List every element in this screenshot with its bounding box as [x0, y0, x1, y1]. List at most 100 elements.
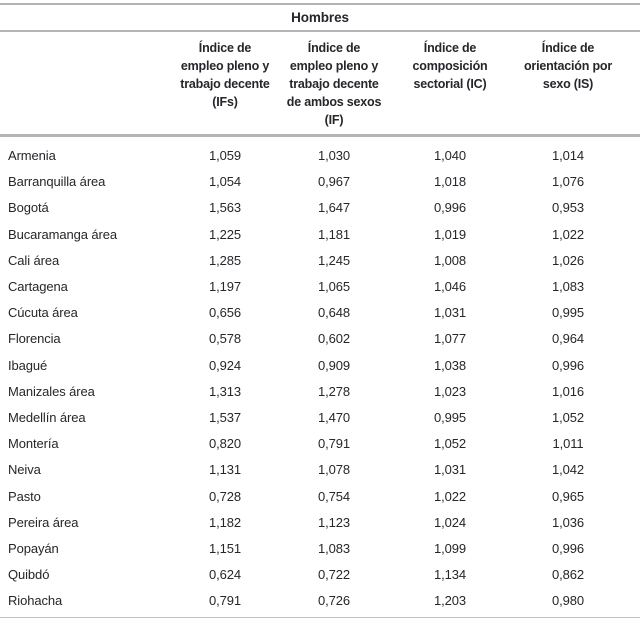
cell-value-ifs: 0,820: [208, 436, 242, 452]
row-label-city: Pereira área: [8, 514, 79, 530]
cell-value-if: 0,967: [317, 174, 351, 190]
row-label-city: Neiva: [8, 462, 41, 478]
cell-value-ic: 1,038: [433, 357, 467, 373]
row-label-city: Bucaramanga área: [8, 226, 117, 242]
cell-value-is: 1,014: [551, 148, 585, 164]
row-label-city: Popayán: [8, 540, 59, 556]
cell-value-if: 1,030: [317, 148, 351, 164]
cell-value-ic: 1,022: [433, 488, 467, 504]
row-label-city: Manizales área: [8, 383, 95, 399]
column-header-ifs: Índice de empleo pleno y trabajo decente…: [172, 32, 278, 137]
cell-value-ifs: 1,313: [208, 383, 242, 399]
row-label-city: Riohacha: [8, 593, 63, 609]
table-header: Índice de empleo pleno y trabajo decente…: [0, 32, 640, 137]
cell-value-if: 1,470: [317, 409, 351, 425]
cell-value-ifs: 1,054: [208, 174, 242, 190]
cell-value-ifs: 1,131: [208, 462, 242, 478]
cell-value-is: 1,022: [551, 226, 585, 242]
row-label-city: Quibdó: [8, 567, 50, 583]
cell-value-ic: 1,024: [433, 514, 467, 530]
table-row: Medellín área 1,537 1,470 0,995 1,052: [0, 404, 640, 430]
cell-value-ifs: 1,182: [208, 514, 242, 530]
table-row: Florencia 0,578 0,602 1,077 0,964: [0, 326, 640, 352]
cell-value-is: 0,996: [551, 357, 585, 373]
top-rule: [0, 3, 640, 5]
row-label-city: Montería: [8, 436, 59, 452]
table-header-row: Índice de empleo pleno y trabajo decente…: [0, 32, 640, 137]
cell-value-ifs: 1,197: [208, 279, 242, 295]
table-row: Montería 0,820 0,791 1,052 1,011: [0, 431, 640, 457]
table-row: Bogotá 1,563 1,647 0,996 0,953: [0, 195, 640, 221]
table-row: Barranquilla área 1,054 0,967 1,018 1,07…: [0, 169, 640, 195]
table-row: Manizales área 1,313 1,278 1,023 1,016: [0, 378, 640, 404]
cell-value-is: 0,862: [551, 567, 585, 583]
cell-value-if: 1,181: [317, 226, 351, 242]
cell-value-is: 0,995: [551, 305, 585, 321]
cell-value-is: 1,011: [552, 436, 584, 452]
cell-value-if: 0,602: [317, 331, 351, 347]
cell-value-is: 1,016: [551, 383, 585, 399]
table-row: Cali área 1,285 1,245 1,008 1,026: [0, 247, 640, 273]
cell-value-ifs: 1,563: [208, 200, 242, 216]
table-row: Pasto 0,728 0,754 1,022 0,965: [0, 483, 640, 509]
cell-value-ic: 1,099: [433, 540, 467, 556]
cell-value-is: 1,076: [551, 174, 585, 190]
table-row: Ibagué 0,924 0,909 1,038 0,996: [0, 352, 640, 378]
group-header-rule: [0, 30, 640, 32]
cell-value-ic: 0,995: [433, 409, 467, 425]
cell-value-if: 1,078: [317, 462, 351, 478]
cell-value-if: 0,754: [317, 488, 351, 504]
row-label-city: Cali área: [8, 252, 60, 268]
cell-value-ic: 0,996: [433, 200, 467, 216]
cell-value-ifs: 1,059: [208, 148, 242, 164]
cell-value-if: 0,648: [317, 305, 351, 321]
cell-value-if: 1,083: [317, 540, 351, 556]
cell-value-ic: 1,134: [433, 567, 467, 583]
table-row: Pereira área 1,182 1,123 1,024 1,036: [0, 509, 640, 535]
cell-value-ifs: 0,728: [208, 488, 242, 504]
cell-value-ifs: 1,537: [208, 409, 242, 425]
row-label-city: Medellín área: [8, 409, 86, 425]
column-header-is: Índice de orientación por sexo (IS): [510, 32, 640, 137]
table-group-header: Hombres: [291, 10, 349, 25]
table-row: Armenia 1,059 1,030 1,040 1,014: [0, 143, 640, 169]
cell-value-if: 0,722: [317, 567, 351, 583]
cell-value-ic: 1,008: [433, 252, 467, 268]
cell-value-ic: 1,031: [433, 462, 467, 478]
table-row: Quibdó 0,624 0,722 1,134 0,862: [0, 562, 640, 588]
row-label-city: Cúcuta área: [8, 305, 78, 321]
cell-value-if: 1,123: [317, 514, 351, 530]
cell-value-ic: 1,019: [433, 226, 467, 242]
table-row: Neiva 1,131 1,078 1,031 1,042: [0, 457, 640, 483]
table-row: Cúcuta área 0,656 0,648 1,031 0,995: [0, 300, 640, 326]
cell-value-is: 1,083: [551, 279, 585, 295]
bottom-rule: [0, 617, 640, 618]
column-header-ic: Índice de composición sectorial (IC): [390, 32, 510, 137]
cell-value-ifs: 1,151: [208, 540, 242, 556]
column-header-city-empty: [0, 32, 172, 137]
cell-value-ic: 1,018: [433, 174, 467, 190]
table-body: Armenia 1,059 1,030 1,040 1,014 Barranqu…: [0, 136, 640, 614]
cell-value-if: 1,245: [317, 252, 351, 268]
cell-value-is: 0,996: [551, 540, 585, 556]
cell-value-if: 1,647: [317, 200, 351, 216]
cell-value-if: 0,726: [317, 593, 351, 609]
row-label-city: Ibagué: [8, 357, 48, 373]
cell-value-if: 1,278: [317, 383, 351, 399]
table-row: Popayán 1,151 1,083 1,099 0,996: [0, 535, 640, 561]
cell-value-ifs: 0,624: [208, 567, 242, 583]
table-row: Riohacha 0,791 0,726 1,203 0,980: [0, 588, 640, 614]
cell-value-if: 0,791: [317, 436, 351, 452]
cell-value-is: 0,980: [551, 593, 585, 609]
cell-value-is: 1,026: [551, 252, 585, 268]
cell-value-ifs: 1,225: [208, 226, 242, 242]
cell-value-is: 0,953: [551, 200, 585, 216]
cell-value-ifs: 1,285: [208, 252, 242, 268]
cell-value-if: 0,909: [317, 357, 351, 373]
cell-value-if: 1,065: [317, 279, 351, 295]
row-label-city: Florencia: [8, 331, 61, 347]
indices-table: Índice de empleo pleno y trabajo decente…: [0, 32, 640, 614]
row-label-city: Armenia: [8, 148, 56, 164]
row-label-city: Cartagena: [8, 279, 68, 295]
